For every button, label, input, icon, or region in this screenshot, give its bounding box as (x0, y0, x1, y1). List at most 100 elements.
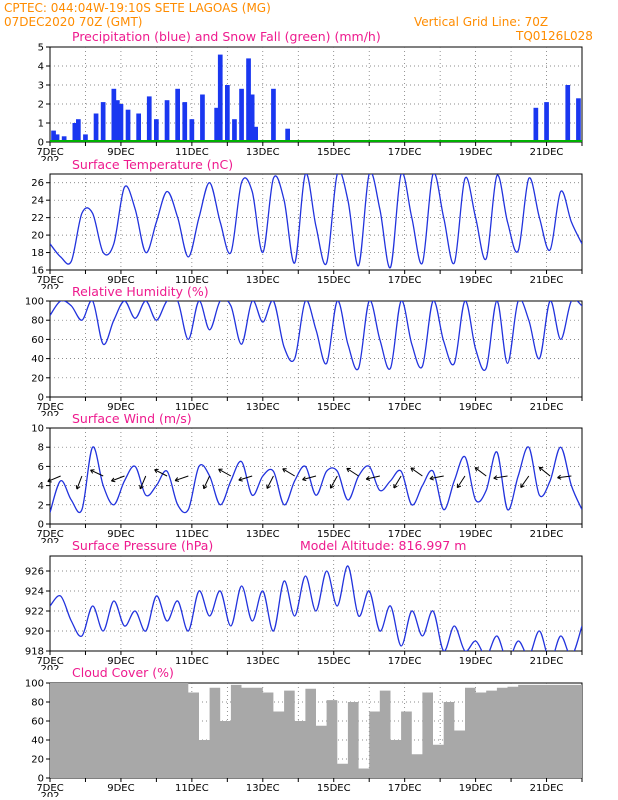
precip-bar (154, 119, 159, 142)
rh-ytick-label: 100 (25, 297, 44, 308)
plot-layer: 0 1 2 3 4 5 7DEC 9DEC 11DEC 13DEC 15DEC 17DEC 19DEC 2… (25, 43, 613, 800)
precip-ytick-label: 3 (38, 81, 44, 92)
wind-arrow (174, 475, 189, 482)
cloud-date-label: 9DEC (107, 783, 134, 794)
wind-arrow (302, 475, 317, 481)
temp-title: Surface Temperature (nC) (72, 157, 233, 172)
precip-bar (111, 88, 117, 142)
wind-arrow (346, 467, 359, 477)
rh-ytick-label: 60 (31, 335, 44, 346)
wind-arrow-head (202, 484, 208, 490)
wind-arrow (456, 475, 466, 489)
wind-arrow-head (139, 484, 144, 490)
wind-arrow-head (111, 477, 116, 483)
precip-bar (214, 107, 219, 142)
rh-date-label: 13DEC (246, 402, 280, 413)
rh-title: Relative Humidity (%) (72, 284, 209, 299)
cloud-ytick-label: 20 (31, 755, 44, 766)
precip-bar (115, 100, 120, 142)
wind-arrow (266, 475, 274, 489)
wind-line (50, 446, 582, 514)
rh-date-label: 21DEC (530, 402, 564, 413)
rh-ytick-label: 80 (31, 316, 44, 327)
wind-arrow (76, 475, 83, 490)
precip-date-label: 7DEC (36, 147, 63, 158)
wind-arrow (330, 475, 338, 489)
precip-bar (533, 107, 539, 142)
cloud-date-label: 21DEC (530, 783, 564, 794)
precip-bar (136, 113, 141, 142)
cloud-title: Cloud Cover (%) (72, 665, 174, 680)
temp-date-label: 21DEC (530, 275, 564, 286)
cloud-cutoff-label: 202 (40, 791, 59, 800)
precip-bar (271, 88, 276, 142)
wind-arrow (366, 475, 380, 480)
precip-bar (61, 136, 67, 142)
wind-date-label: 15DEC (317, 529, 351, 540)
wind-arrow (557, 475, 572, 479)
wind-ytick-label: 10 (31, 424, 44, 435)
precip-date-label: 9DEC (107, 147, 134, 158)
rh-frame (49, 300, 583, 398)
temp-date-label: 17DEC (388, 275, 422, 286)
wind-arrow (238, 475, 253, 481)
cloud-date-label: 11DEC (175, 783, 209, 794)
pres-date-label: 13DEC (246, 656, 280, 667)
cloud-date-label: 7DEC (36, 783, 63, 794)
pres-date-label: 21DEC (530, 656, 564, 667)
precip-bar (239, 88, 244, 142)
pres-date-label: 9DEC (107, 656, 134, 667)
rh-date-label: 9DEC (107, 402, 134, 413)
cloud-ytick-label: 100 (25, 679, 44, 690)
wind-arrow (520, 475, 530, 488)
cloud-date-label: 13DEC (246, 783, 280, 794)
wind-arrow-head (429, 475, 434, 481)
wind-arrow-head (456, 483, 462, 489)
precip-bar (76, 119, 81, 142)
rh-ytick-label: 40 (31, 354, 44, 365)
wind-arrow (90, 469, 104, 477)
wind-date-label: 21DEC (530, 529, 564, 540)
pres-ytick-label: 920 (25, 627, 44, 638)
wind-arrow (493, 475, 508, 479)
wind-date-label: 9DEC (107, 529, 134, 540)
wind-date-label: 19DEC (459, 529, 493, 540)
wind-arrow (538, 466, 551, 477)
wind-arrow-head (410, 467, 415, 472)
pres-date-label: 19DEC (459, 656, 493, 667)
wind-title: Surface Wind (m/s) (72, 411, 192, 426)
precip-bar (249, 94, 255, 142)
cloud-date-label: 19DEC (459, 783, 493, 794)
rh-date-label: 17DEC (388, 402, 422, 413)
precip-bar (583, 119, 588, 142)
wind-arrow-head (538, 466, 544, 472)
cloud-ytick-label: 60 (31, 717, 44, 728)
wind-date-label: 11DEC (175, 529, 209, 540)
precip-bar (182, 102, 188, 142)
precip-bar (100, 102, 106, 142)
precip-bar (51, 130, 56, 142)
wind-arrow-head (154, 468, 159, 474)
pres-model-altitude: Model Altitude: 816.997 m (300, 538, 466, 553)
precip-bar (253, 126, 258, 142)
precip-bar (608, 112, 613, 142)
precip-bar (544, 102, 549, 142)
temp-date-label: 19DEC (459, 275, 493, 286)
temp-cutoff-label: 202 (40, 283, 59, 294)
wind-date-label: 7DEC (36, 529, 63, 540)
rh-date-label: 11DEC (175, 402, 209, 413)
wind-arrow-head (346, 467, 351, 473)
precip-date-label: 13DEC (246, 147, 280, 158)
wind-arrow-head (90, 469, 95, 474)
cloud-date-label: 15DEC (317, 783, 351, 794)
cloud-ytick-label: 40 (31, 736, 44, 747)
temp-ytick-label: 18 (31, 248, 44, 259)
wind-arrow (393, 475, 402, 489)
wind-arrow-head (47, 477, 52, 483)
temp-date-label: 7DEC (36, 275, 63, 286)
precip-bar (232, 119, 237, 142)
precip-bar (118, 104, 124, 142)
wind-ytick-label: 4 (38, 481, 44, 492)
cloud-date-label: 17DEC (388, 783, 422, 794)
wind-ytick-label: 2 (38, 500, 44, 511)
